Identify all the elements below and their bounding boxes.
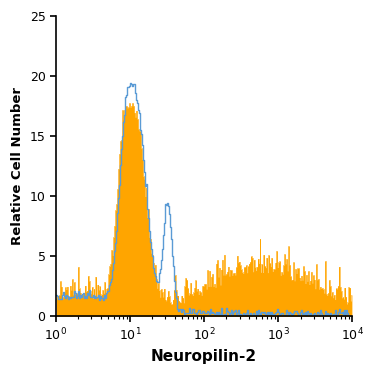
X-axis label: Neuropilin-2: Neuropilin-2: [151, 349, 257, 364]
Y-axis label: Relative Cell Number: Relative Cell Number: [11, 87, 24, 245]
